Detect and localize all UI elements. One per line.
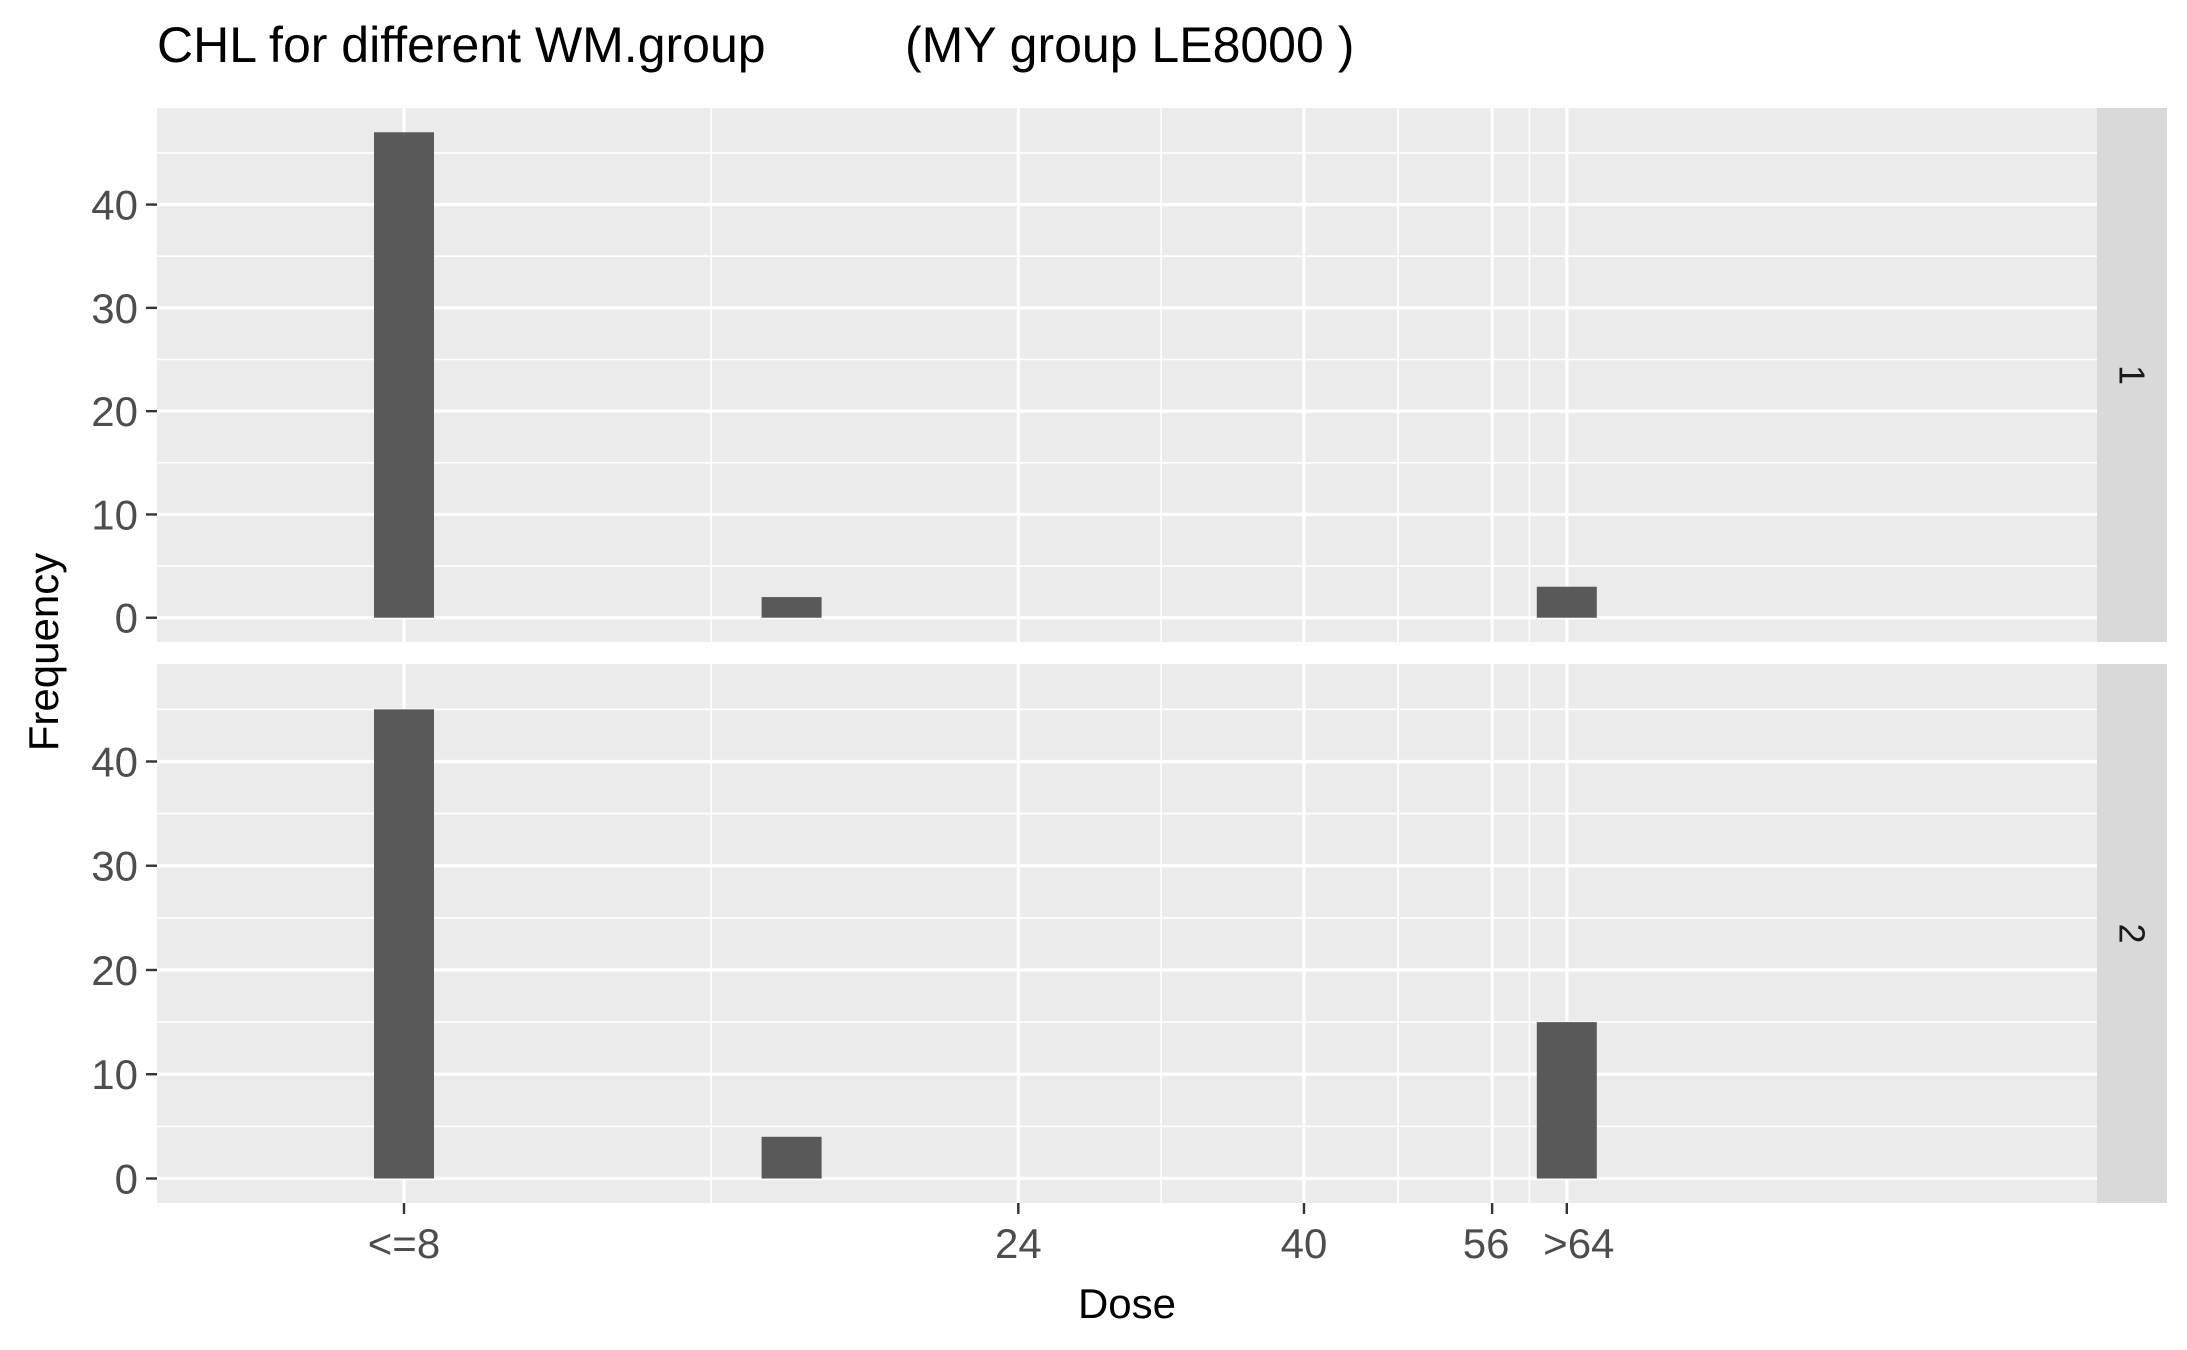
bar-x16-facet2 xyxy=(761,1136,822,1179)
chart-subtitle: (MY group LE8000 ) xyxy=(905,17,1354,73)
facet-strip xyxy=(2097,108,2167,642)
y-tick-label: 20 xyxy=(91,947,138,994)
x-axis: <=8 24 40 56 >64 xyxy=(368,1203,1614,1267)
y-tick-label: 0 xyxy=(115,595,138,642)
bar-x64-facet2 xyxy=(1536,1022,1597,1179)
y-tick-label: 30 xyxy=(91,285,138,332)
y-tick-label: 40 xyxy=(91,738,138,785)
x-axis-title: Dose xyxy=(1078,1280,1176,1327)
chart-title: CHL for different WM.group xyxy=(157,17,766,73)
x-tick-label: 40 xyxy=(1281,1220,1328,1267)
y-tick-label: 10 xyxy=(91,491,138,538)
facet-panel-1: 0 10 20 30 40 1 xyxy=(91,108,2167,642)
y-tick-label: 20 xyxy=(91,388,138,435)
facet-panel-2: 0 10 20 30 40 2 xyxy=(91,664,2167,1203)
facet-strip-label: 2 xyxy=(2112,923,2153,943)
y-tick-label: 40 xyxy=(91,182,138,229)
panel-background xyxy=(157,664,2097,1203)
x-tick-label: 56 xyxy=(1463,1220,1510,1267)
bar-x8-facet1 xyxy=(374,132,434,618)
facet-strip xyxy=(2097,664,2167,1203)
x-tick-label: <=8 xyxy=(368,1220,440,1267)
y-tick-label: 0 xyxy=(115,1156,138,1203)
bar-x64-facet1 xyxy=(1536,586,1597,618)
x-tick-label: >64 xyxy=(1543,1220,1614,1267)
facet-strip-label: 1 xyxy=(2112,365,2153,385)
bar-x8-facet2 xyxy=(374,709,434,1179)
panel-background xyxy=(157,108,2097,642)
y-tick-label: 10 xyxy=(91,1051,138,1098)
bar-x16-facet1 xyxy=(761,597,822,618)
y-axis-title: Frequency xyxy=(20,553,67,751)
x-tick-label: 24 xyxy=(995,1220,1042,1267)
y-tick-label: 30 xyxy=(91,843,138,890)
